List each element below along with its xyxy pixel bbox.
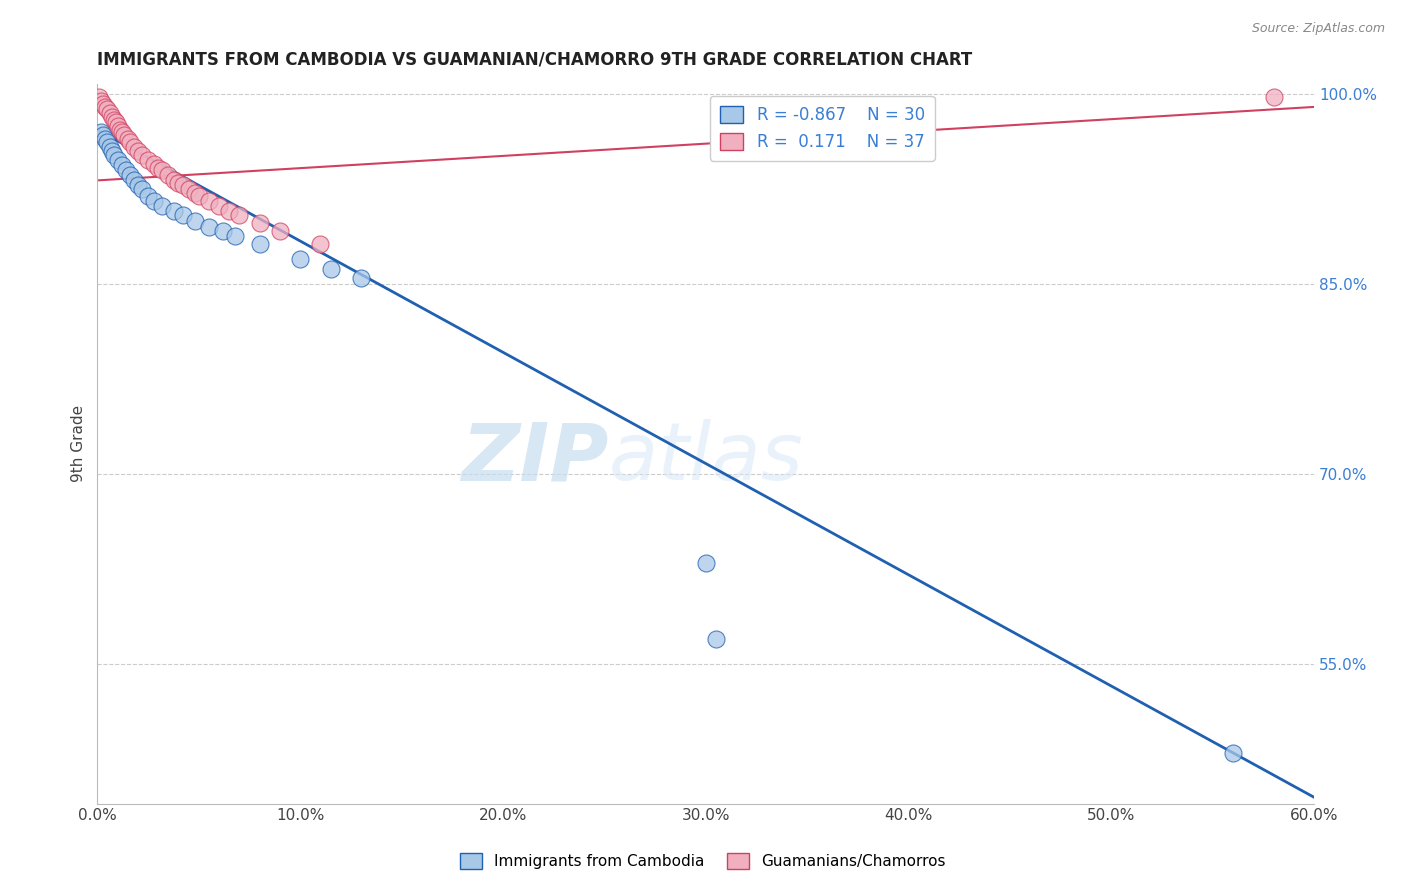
Legend: Immigrants from Cambodia, Guamanians/Chamorros: Immigrants from Cambodia, Guamanians/Cha… <box>454 847 952 875</box>
Point <box>107 119 129 133</box>
Point <box>96 136 118 150</box>
Legend: R = -0.867    N = 30, R =  0.171    N = 37: R = -0.867 N = 30, R = 0.171 N = 37 <box>710 96 935 161</box>
Point <box>89 90 111 104</box>
Point <box>122 140 145 154</box>
Point <box>183 186 205 200</box>
Point <box>695 556 717 570</box>
Text: IMMIGRANTS FROM CAMBODIA VS GUAMANIAN/CHAMORRO 9TH GRADE CORRELATION CHART: IMMIGRANTS FROM CAMBODIA VS GUAMANIAN/CH… <box>97 51 973 69</box>
Point <box>136 153 159 168</box>
Point <box>107 153 129 168</box>
Point <box>249 236 271 251</box>
Point <box>150 199 173 213</box>
Point <box>212 224 235 238</box>
Point <box>150 163 173 178</box>
Point <box>112 128 135 142</box>
Point <box>1263 90 1285 104</box>
Point <box>148 161 170 175</box>
Point <box>131 182 153 196</box>
Point <box>136 188 159 202</box>
Point <box>122 173 145 187</box>
Text: Source: ZipAtlas.com: Source: ZipAtlas.com <box>1251 22 1385 36</box>
Text: ZIP: ZIP <box>461 419 609 497</box>
Point <box>93 97 115 112</box>
Point <box>98 140 121 154</box>
Point <box>167 176 190 190</box>
Point <box>100 110 122 124</box>
Point <box>103 148 125 162</box>
Point <box>94 100 117 114</box>
Point <box>103 112 125 127</box>
Point <box>90 125 112 139</box>
Point <box>228 208 250 222</box>
Point <box>118 169 141 183</box>
Point <box>98 106 121 120</box>
Point <box>288 252 311 266</box>
Point <box>218 203 240 218</box>
Point <box>208 199 231 213</box>
Point <box>90 94 112 108</box>
Point <box>269 224 291 238</box>
Point <box>183 214 205 228</box>
Point <box>198 220 221 235</box>
Point <box>309 236 332 251</box>
Point <box>163 173 186 187</box>
Point <box>163 203 186 218</box>
Point <box>1222 746 1244 760</box>
Point <box>224 229 246 244</box>
Point <box>157 169 180 183</box>
Point <box>172 178 194 193</box>
Point <box>93 128 115 142</box>
Point <box>104 115 127 129</box>
Point <box>94 131 117 145</box>
Point <box>198 194 221 208</box>
Point <box>704 632 727 646</box>
Point <box>143 194 166 208</box>
Point <box>143 157 166 171</box>
Point <box>127 178 149 193</box>
Point <box>100 145 122 159</box>
Point <box>177 182 200 196</box>
Point <box>127 145 149 159</box>
Point <box>96 103 118 117</box>
Point <box>319 262 342 277</box>
Point <box>117 131 139 145</box>
Point <box>131 148 153 162</box>
Point <box>114 163 136 178</box>
Point <box>249 217 271 231</box>
Point <box>172 208 194 222</box>
Point <box>118 136 141 150</box>
Point <box>350 271 373 285</box>
Y-axis label: 9th Grade: 9th Grade <box>72 405 86 483</box>
Point <box>108 122 131 136</box>
Point <box>111 158 134 172</box>
Point <box>187 188 209 202</box>
Text: atlas: atlas <box>609 419 803 497</box>
Point <box>111 125 134 139</box>
